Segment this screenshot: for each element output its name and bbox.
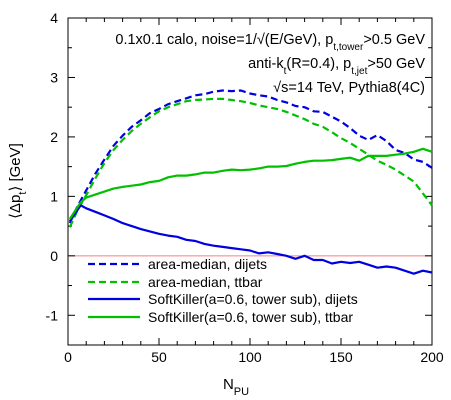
- series-line-2: [68, 204, 433, 275]
- series-lines: [68, 89, 433, 275]
- legend-label-area-median-ttbar: area-median, ttbar: [148, 274, 263, 290]
- x-tick-label: 150: [329, 349, 353, 365]
- x-tick-label: 200: [420, 349, 444, 365]
- y-axis-title: ⟨Δpt⟩ [GeV]: [7, 143, 29, 219]
- legend-label-area-median-dijets: area-median, dijets: [148, 256, 267, 272]
- series-line-1: [68, 97, 433, 228]
- series-line-3: [68, 147, 433, 220]
- y-tick-label: 4: [50, 10, 58, 26]
- y-tick-label: 0: [50, 248, 58, 264]
- y-tick-label: 1: [50, 188, 58, 204]
- series-line-0: [68, 89, 433, 224]
- annotation-line-3: √s=14 TeV, Pythia8(4C): [273, 80, 425, 96]
- annotation-line-2: anti-kt(R=0.4), pt,jet>50 GeV: [248, 56, 425, 77]
- legend-label-softkiller-dijets: SoftKiller(a=0.6, tower sub), dijets: [148, 291, 358, 307]
- x-tick-label: 100: [238, 349, 262, 365]
- y-tick-label: 2: [50, 129, 58, 145]
- legend-label-softkiller-ttbar: SoftKiller(a=0.6, tower sub), ttbar: [148, 309, 353, 325]
- y-tick-label: 3: [50, 69, 58, 85]
- y-tick-label: -1: [46, 307, 59, 323]
- x-tick-label: 50: [151, 349, 167, 365]
- annotation-line-1: 0.1x0.1 calo, noise=1/√(E/GeV), pt,tower…: [115, 32, 425, 53]
- legend: area-median, dijets area-median, ttbar S…: [88, 256, 358, 325]
- x-axis-title: NPU: [223, 376, 249, 398]
- x-tick-label: 0: [64, 349, 72, 365]
